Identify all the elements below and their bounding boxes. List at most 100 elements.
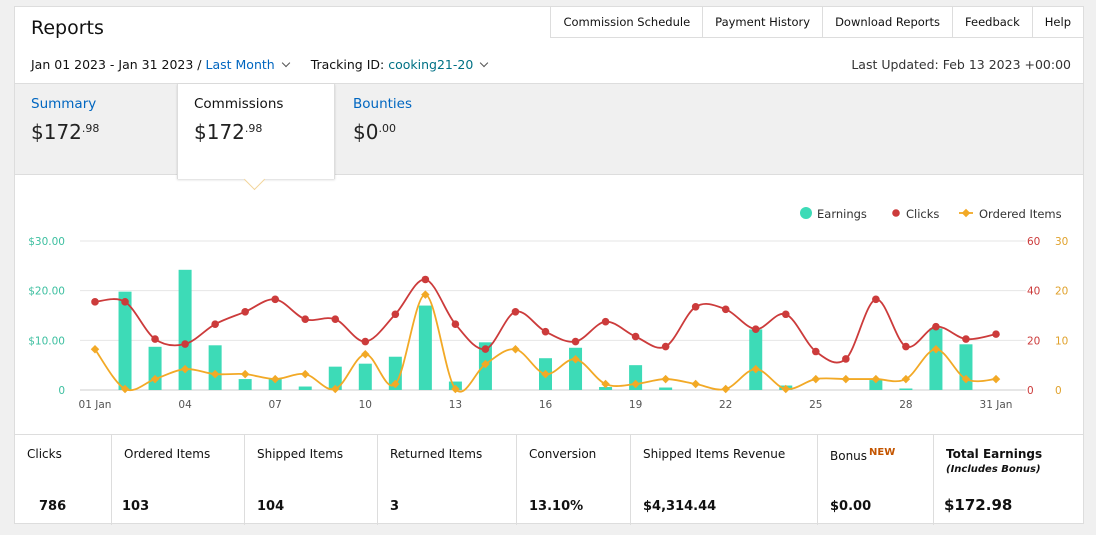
date-preset-dropdown[interactable]: Last Month bbox=[206, 57, 290, 72]
earnings-bar bbox=[899, 388, 913, 390]
clicks-point bbox=[481, 345, 490, 353]
tab-summary-label: Summary bbox=[31, 96, 97, 112]
x-tick-label: 13 bbox=[449, 399, 462, 411]
stat-bonus: Bonus NEW $0.00 bbox=[818, 435, 934, 525]
payment-history-link[interactable]: Payment History bbox=[703, 7, 824, 37]
clicks-point bbox=[872, 295, 880, 304]
commission-schedule-link[interactable]: Commission Schedule bbox=[551, 7, 704, 37]
earnings-bar bbox=[148, 346, 162, 390]
earnings-bar bbox=[929, 328, 943, 390]
ordered-items-point bbox=[601, 379, 610, 389]
x-tick-label: 10 bbox=[359, 399, 372, 411]
y-tick-left: 0 bbox=[58, 385, 65, 397]
x-tick-label: 28 bbox=[899, 399, 912, 411]
tab-bounties-label: Bounties bbox=[353, 96, 413, 112]
y-tick-right-items: 30 bbox=[1055, 236, 1068, 248]
x-tick-label: 22 bbox=[719, 399, 732, 411]
x-tick-label: 07 bbox=[269, 399, 282, 411]
stat-label: Conversion bbox=[529, 447, 597, 461]
clicks-point bbox=[361, 337, 370, 346]
ordered-items-point bbox=[871, 374, 881, 384]
x-tick-label: 04 bbox=[178, 399, 192, 411]
clicks-point bbox=[721, 305, 730, 314]
ordered-items-point bbox=[300, 369, 310, 379]
help-link[interactable]: Help bbox=[1044, 15, 1071, 29]
x-tick-label: 25 bbox=[809, 399, 822, 411]
stats-bar: Clicks 786 Ordered Items 103 Shipped Ite… bbox=[15, 434, 1083, 525]
clicks-point bbox=[992, 330, 1000, 338]
legend-earnings-swatch bbox=[800, 207, 812, 219]
stat-value: $0.00 bbox=[830, 499, 872, 514]
y-tick-right-clicks: 0 bbox=[1027, 385, 1034, 397]
stat-label: Clicks bbox=[27, 447, 62, 461]
clicks-point bbox=[571, 337, 580, 346]
earnings-chart: 0 0 0 $10.00 20 10 $20.00 40 20 $30.00 60 30 01 Jan 0… bbox=[28, 207, 1068, 411]
stat-label: Total Earnings bbox=[946, 447, 1043, 461]
earnings-bar bbox=[268, 379, 282, 390]
ordered-items-point bbox=[180, 364, 190, 374]
earnings-bar bbox=[869, 380, 883, 390]
legend-earnings-label: Earnings bbox=[817, 207, 867, 221]
new-badge: NEW bbox=[869, 447, 896, 458]
clicks-point bbox=[902, 342, 910, 351]
clicks-point bbox=[181, 340, 189, 348]
ordered-items-point bbox=[721, 384, 730, 394]
y-tick-left: $10.00 bbox=[28, 335, 65, 347]
y-tick-right-items: 0 bbox=[1055, 385, 1062, 397]
ordered-items-point bbox=[270, 374, 280, 384]
clicks-point bbox=[271, 295, 280, 304]
ordered-items-point bbox=[481, 359, 490, 369]
commissions-amount: $172.98 bbox=[194, 120, 263, 144]
ordered-items-point bbox=[991, 374, 1001, 384]
clicks-point bbox=[421, 275, 430, 284]
chevron-down-icon bbox=[281, 58, 290, 68]
stat-value: $4,314.44 bbox=[643, 499, 717, 514]
earnings-bar bbox=[328, 366, 342, 390]
x-tick-label: 01 Jan bbox=[79, 399, 112, 411]
download-reports-link[interactable]: Download Reports bbox=[823, 7, 954, 37]
earnings-bar bbox=[298, 386, 312, 390]
stat-label: Bonus NEW bbox=[830, 447, 896, 463]
tracking-id-dropdown[interactable]: cooking21-20 bbox=[388, 57, 489, 72]
clicks-point bbox=[781, 310, 790, 319]
bounties-amount: $0.00 bbox=[353, 120, 396, 144]
y-tick-left: $30.00 bbox=[28, 236, 65, 248]
stat-value: $172.98 bbox=[944, 496, 1013, 514]
stat-shipped-revenue: Shipped Items Revenue $4,314.44 bbox=[631, 435, 818, 525]
stat-label: Shipped Items bbox=[257, 447, 344, 461]
tab-commissions-label: Commissions bbox=[194, 96, 284, 112]
ordered-items-point bbox=[421, 290, 430, 299]
ordered-items-point bbox=[90, 345, 100, 354]
clicks-point bbox=[91, 298, 99, 306]
ordered-items-point bbox=[811, 374, 821, 384]
tab-commissions[interactable]: Commissions $172.98 bbox=[177, 84, 335, 179]
ordered-items-point bbox=[511, 345, 520, 354]
stat-label: Ordered Items bbox=[124, 447, 211, 461]
ordered-items-point bbox=[451, 384, 460, 394]
clicks-point bbox=[391, 310, 400, 319]
clicks-point bbox=[151, 335, 159, 343]
ordered-items-point bbox=[901, 374, 911, 384]
x-tick-label: 19 bbox=[629, 399, 642, 411]
ordered-items-point bbox=[841, 374, 851, 384]
ordered-items-point bbox=[661, 374, 670, 384]
stat-value: 104 bbox=[257, 499, 285, 514]
clicks-point bbox=[121, 298, 129, 306]
legend-clicks-label: Clicks bbox=[906, 207, 939, 221]
tab-summary[interactable]: Summary $172.98 bbox=[15, 84, 177, 174]
earnings-bar bbox=[569, 347, 583, 390]
earnings-bar bbox=[599, 387, 613, 390]
ordered-items-point bbox=[961, 374, 971, 384]
clicks-point bbox=[631, 332, 640, 341]
clicks-point bbox=[511, 307, 520, 316]
earnings-bar bbox=[238, 379, 252, 390]
ordered-items-point bbox=[361, 349, 370, 359]
earnings-bar bbox=[178, 269, 192, 390]
tab-bounties[interactable]: Bounties $0.00 bbox=[337, 84, 497, 174]
stat-ordered-items: Ordered Items 103 bbox=[112, 435, 245, 525]
ordered-items-point bbox=[691, 379, 700, 389]
date-range-text: Jan 01 2023 - Jan 31 2023 / bbox=[31, 57, 202, 72]
feedback-link[interactable]: Feedback bbox=[953, 7, 1033, 37]
stat-conversion: Conversion 13.10% bbox=[517, 435, 631, 525]
stat-value: 3 bbox=[390, 499, 400, 514]
